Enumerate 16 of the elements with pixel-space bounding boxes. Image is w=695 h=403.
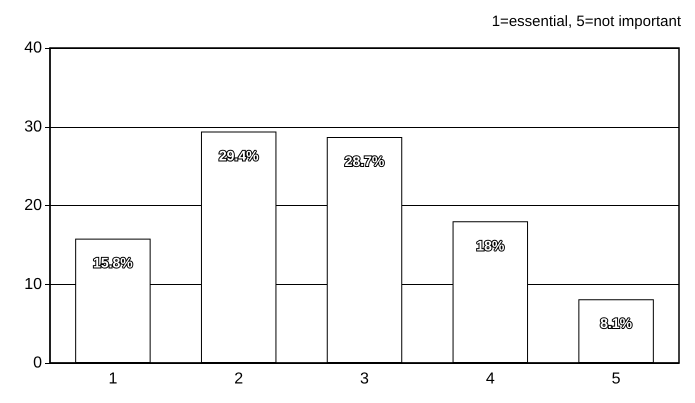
y-tick-label: 10	[24, 276, 42, 293]
data-label: 15.8%	[93, 254, 134, 271]
data-label: 18%	[476, 237, 505, 254]
data-label: 29.4%	[218, 147, 260, 164]
text: 1=essential, 5=not important	[492, 13, 682, 30]
data-label: 28.7%	[344, 152, 385, 169]
x-tick-label: 2	[234, 370, 244, 388]
x-tick-label: 5	[612, 370, 621, 388]
x-tick-label: 1	[108, 370, 118, 388]
y-tick-label: 20	[24, 197, 42, 214]
y-tick-label: 30	[24, 118, 42, 136]
y-tick-label: 0	[33, 354, 42, 372]
data-label: 8.1%	[600, 315, 633, 332]
y-tick-label: 40	[24, 40, 42, 56]
x-tick-label: 3	[360, 370, 370, 388]
x-tick-label: 4	[486, 370, 495, 388]
